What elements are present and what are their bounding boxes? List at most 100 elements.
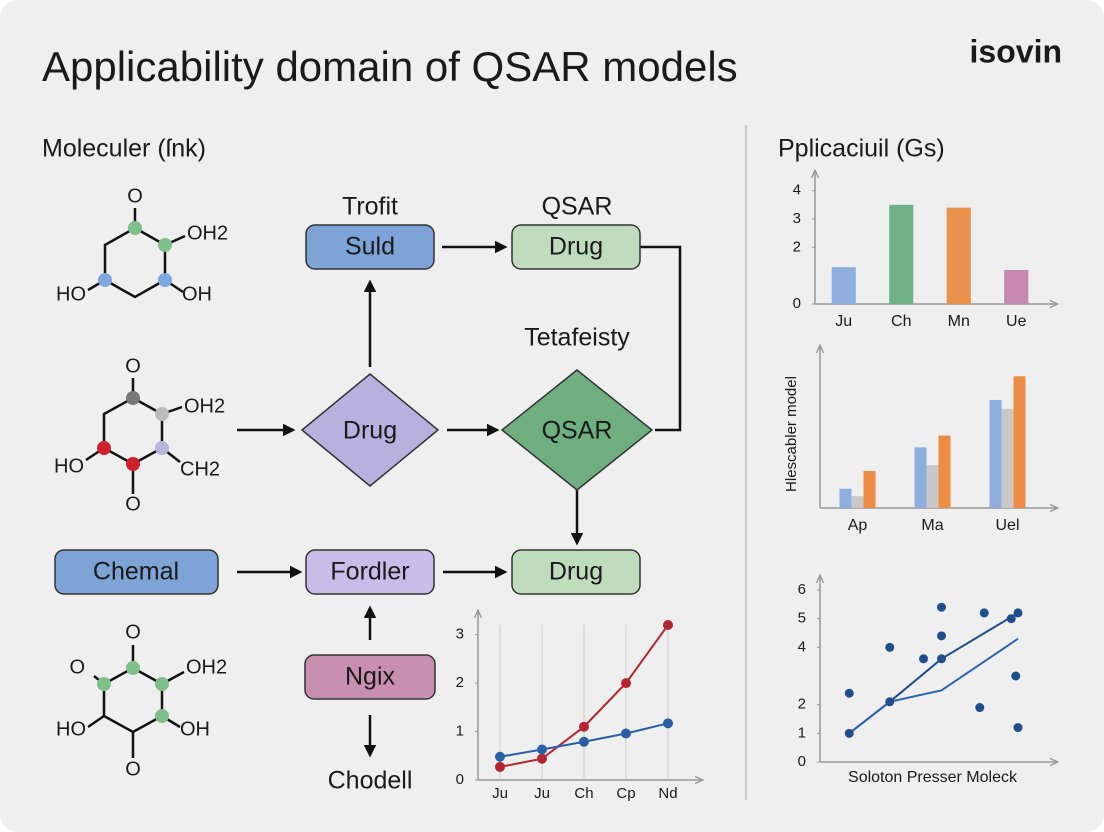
point [919,654,928,664]
node-label: Chemal [93,558,179,586]
x-tick-label: Ma [921,517,943,534]
brand: isovin [970,33,1062,69]
molecule-circle [97,677,111,691]
bar [889,204,914,304]
bar [989,399,1002,508]
point [844,688,854,698]
flow-rect [511,549,641,595]
bar [1004,270,1029,304]
section-title: Moleculer (ſnk) [42,135,206,163]
point [537,753,547,764]
molecule-circle [155,407,169,421]
molecule-circle [126,457,140,471]
x-tick-label: Ju [835,313,852,330]
y-tick-label: 0 [793,295,801,312]
y-tick-label: 1 [798,724,806,741]
atom-label: O [125,355,141,377]
x-tick-label: Ch [891,313,911,330]
molecule: O OH2 HO OH [56,185,228,305]
point [979,608,989,618]
atom-label: HO [56,718,86,740]
atom-label: OH [182,283,212,305]
molecule-circle [128,221,142,235]
point [844,728,854,738]
x-tick-label: Uel [995,517,1019,534]
molecule: O O OH2 HO OH O [56,621,227,780]
x-tick-label: Ju [534,785,550,802]
x-axis-label: Soloton Presser Moleck [848,769,1018,786]
node-label: Fordler [330,558,409,586]
y-tick-label: 3 [793,210,801,227]
bar [863,471,876,508]
caption: Tetafeisty [524,324,630,352]
point [663,718,673,729]
y-tick-label: 2 [793,238,801,255]
node-label: Drug [549,233,603,261]
atom-label: O [125,493,141,515]
atom-label: O [127,185,143,207]
page-title: Applicability domain of QSAR models [42,43,738,90]
point [579,736,589,747]
point [975,703,985,713]
x-tick-label: Ju [492,785,508,802]
bar [1013,376,1026,508]
point [579,721,589,732]
node-label: Chodell [328,767,413,795]
chart-title: Pplicaciuil (Gs) [778,135,945,163]
point [1011,671,1021,681]
flow-rect [305,549,435,595]
node-label: Drug [549,558,603,586]
y-tick-label: 3 [456,626,464,643]
point [885,697,895,707]
y-tick-label: 5 [798,610,806,627]
y-tick-label: 0 [456,771,464,788]
bar [851,496,864,508]
atom-label: O [69,656,85,678]
y-tick-label: 2 [798,696,806,713]
y-tick-label: 1 [456,723,464,740]
node-label: Drug [343,417,397,445]
molecules: Moleculer (ſnk) O OH2 HO OH O OH2 HO CH2… [42,135,228,781]
point [495,761,505,772]
bar [831,267,856,304]
atom-label: OH2 [186,656,227,678]
molecule-circle [155,709,169,723]
node-label: Ngix [345,663,396,691]
molecule: O OH2 HO CH2 O [54,355,225,515]
molecule-circle [155,677,169,691]
point [1013,723,1023,733]
molecule-line [87,714,105,729]
atom-label: HO [54,455,84,477]
x-tick-label: Ch [574,785,593,802]
y-tick-label: 4 [798,638,806,655]
caption: Trofit [342,193,398,221]
flow-rect [304,654,436,700]
flow-polygon [300,373,440,487]
bar [914,447,927,508]
molecule-circle [97,441,111,455]
atom-label: O [125,621,141,643]
flow-rect [54,549,219,595]
point [937,602,946,612]
y-axis-label: Hlescabler model [783,376,800,492]
point [621,728,631,739]
molecule-circle [158,273,172,287]
bar [839,488,852,508]
y-tick-label: 0 [798,753,806,770]
atom-label: CH2 [180,458,220,480]
bar [938,435,951,508]
flow-rect [305,224,435,270]
point [937,631,946,641]
y-tick-label: 2 [456,674,464,691]
point [885,642,895,652]
y-tick-label: 6 [798,581,806,598]
flow-polygon [500,369,654,491]
point [937,654,946,664]
bar [1001,408,1014,508]
flow: Trofit QSAR Tetafeisty Suld Drug Drug QS… [54,193,682,795]
point [621,678,631,689]
molecule-circle [126,661,140,675]
x-tick-label: Cp [616,785,635,802]
point [495,751,505,762]
